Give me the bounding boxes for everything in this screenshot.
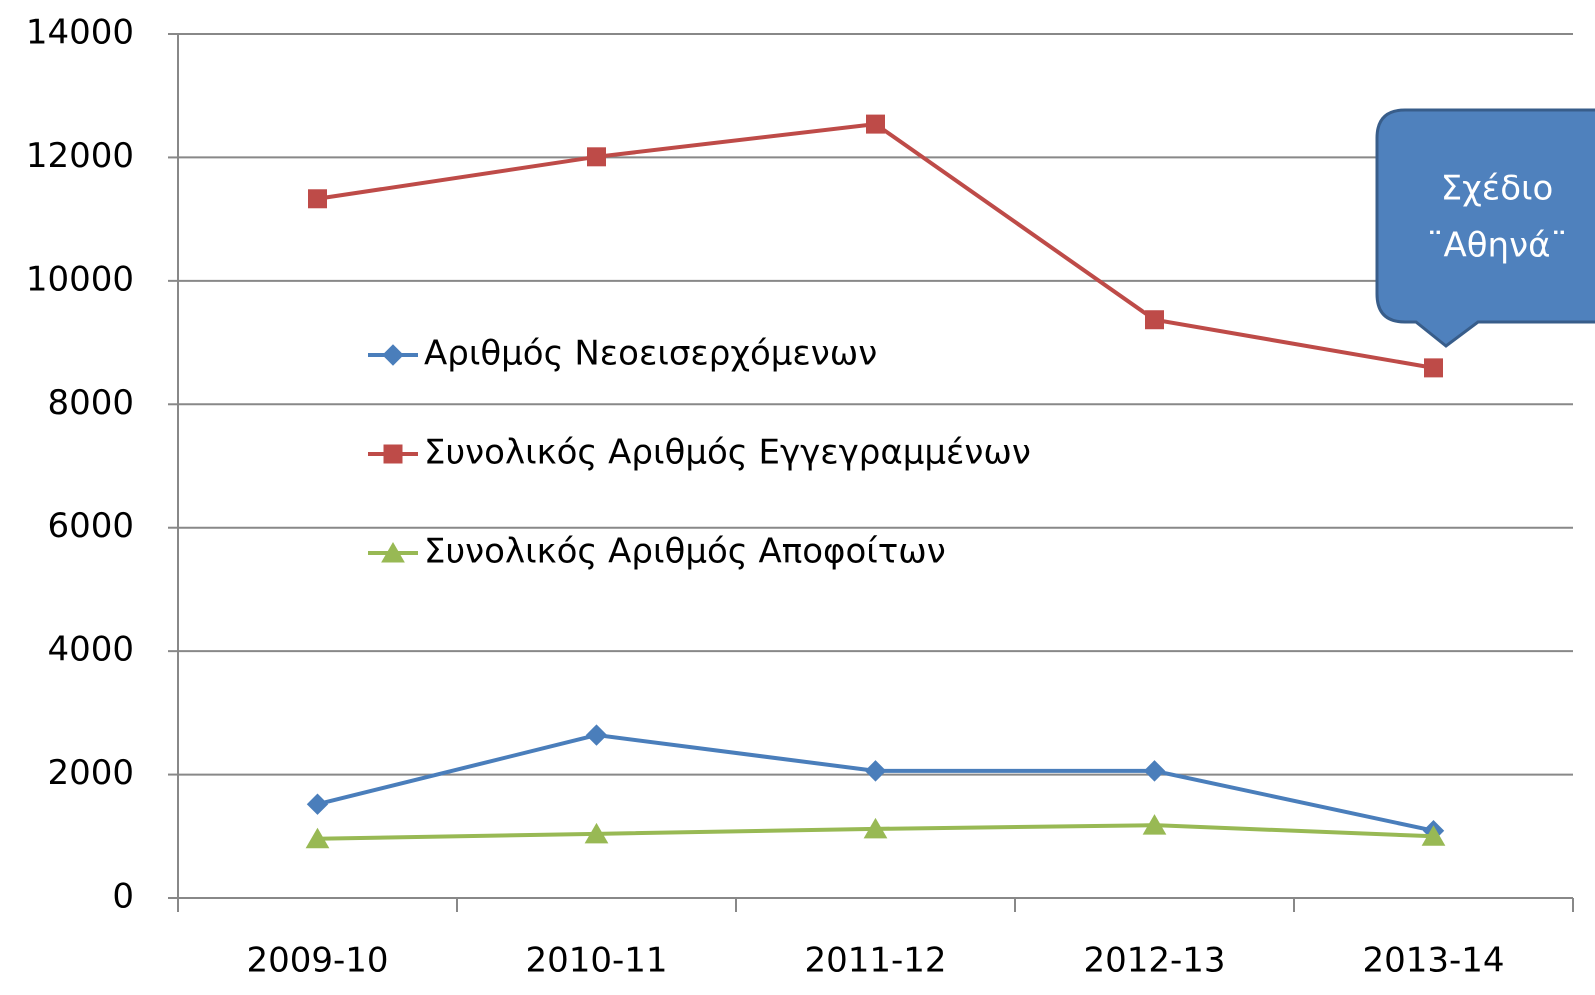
marker <box>587 147 606 167</box>
marker <box>863 817 888 839</box>
marker <box>383 444 403 464</box>
callout-text: Σχέδιο <box>1441 169 1554 209</box>
marker <box>1424 358 1443 378</box>
y-tick-label: 0 <box>112 877 134 917</box>
marker <box>305 827 330 849</box>
marker <box>306 793 329 815</box>
series-line <box>317 733 1434 833</box>
marker <box>1421 825 1446 846</box>
callout <box>1375 108 1595 348</box>
marker <box>1145 310 1164 330</box>
legend-label: Συνολικός Αριθμός Εγγεγραμμένων <box>424 433 1031 473</box>
marker <box>864 760 887 782</box>
legend-label: Συνολικός Αριθμός Αποφοίτων <box>424 532 946 572</box>
marker <box>1142 814 1167 835</box>
x-tick-label: 2013-14 <box>1362 941 1504 981</box>
y-tick-label: 4000 <box>47 630 134 670</box>
marker <box>308 189 327 209</box>
marker <box>584 822 609 844</box>
marker <box>381 542 405 563</box>
series-line <box>317 122 1434 370</box>
marker <box>382 344 404 366</box>
y-tick-label: 12000 <box>26 136 134 176</box>
marker <box>1143 760 1166 782</box>
y-tick-label: 8000 <box>47 383 134 423</box>
legend-label: Αριθμός Νεοεισερχόμενων <box>424 334 877 374</box>
y-tick-label: 2000 <box>47 753 134 793</box>
marker <box>585 724 608 746</box>
y-tick-label: 10000 <box>26 259 134 299</box>
x-tick-label: 2009-10 <box>246 941 388 981</box>
callout-text: ¨Αθηνά¨ <box>1426 226 1567 266</box>
y-tick-label: 6000 <box>47 506 134 546</box>
x-tick-label: 2012-13 <box>1083 941 1225 981</box>
x-tick-label: 2010-11 <box>525 941 667 981</box>
x-tick-label: 2011-12 <box>804 941 946 981</box>
marker <box>866 114 885 134</box>
y-tick-label: 14000 <box>26 13 134 53</box>
